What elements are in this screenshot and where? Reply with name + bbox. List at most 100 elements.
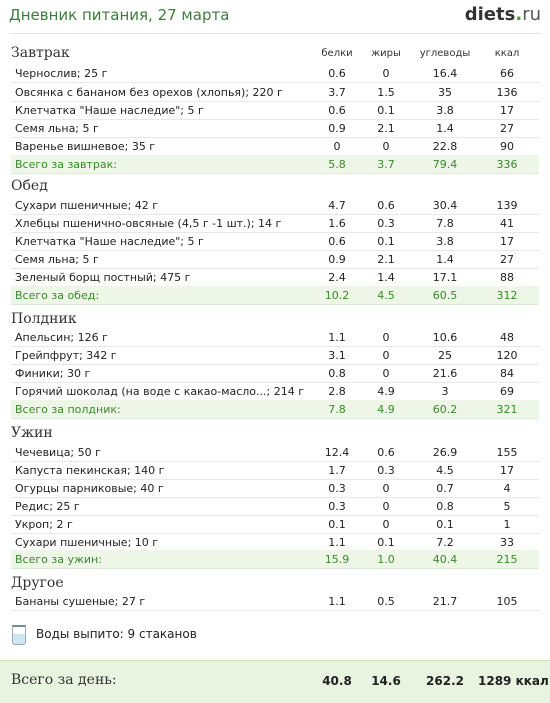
food-name: Чернослив; 25 г: [15, 67, 108, 80]
kcal-total: 336: [496, 158, 518, 171]
fat-total: 1.0: [377, 553, 395, 566]
protein-value: 0.8: [328, 367, 346, 380]
fat-total: 4.5: [377, 289, 395, 302]
fat-value: 0: [382, 349, 390, 362]
carbs-total: 79.4: [432, 158, 458, 171]
fat-value: 1.4: [377, 271, 395, 284]
kcal-value: 136: [496, 86, 518, 99]
table-row: Чернослив; 25 г 0.6 0 16.4 66: [11, 64, 539, 83]
column-header-fat: жиры: [371, 48, 401, 59]
fat-value: 0.3: [377, 217, 395, 230]
carbs-value: 35: [438, 86, 452, 99]
protein-value: 12.4: [324, 446, 350, 459]
fat-total: 4.9: [377, 403, 395, 416]
table-row: Апельсин; 126 г 1.1 0 10.6 48: [11, 328, 539, 347]
food-name: Бананы сушеные; 27 г: [15, 595, 146, 608]
kcal-value: 120: [496, 349, 518, 362]
table-row: Варенье вишневое; 35 г 0 0 22.8 90: [11, 137, 539, 156]
column-header-kcal: ккал: [494, 48, 520, 59]
carbs-value: 3.8: [436, 235, 454, 248]
carbs-value: 0.7: [436, 482, 454, 495]
table-row: Укроп; 2 г 0.1 0 0.1 1: [11, 515, 539, 534]
table-row: Клетчатка "Наше наследие"; 5 г 0.6 0.1 3.8 1…: [11, 101, 539, 120]
day-total-protein: 40.8: [322, 674, 352, 688]
fat-value: 0.1: [377, 104, 395, 117]
protein-value: 1.1: [328, 595, 346, 608]
table-row: Хлебцы пшенично-овсяные (4,5 г -1 шт.); …: [11, 214, 539, 233]
kcal-value: 66: [500, 67, 514, 80]
carbs-total: 60.2: [432, 403, 458, 416]
total-label: Всего за ужин:: [15, 553, 102, 566]
carbs-value: 1.4: [436, 122, 454, 135]
logo-tld: ru: [522, 4, 541, 25]
fat-value: 0: [382, 331, 390, 344]
fat-value: 0: [382, 140, 390, 153]
kcal-value: 27: [500, 253, 514, 266]
table-row: Редис; 25 г 0.3 0 0.8 5: [11, 497, 539, 516]
protein-value: 1.1: [328, 536, 346, 549]
kcal-value: 90: [500, 140, 514, 153]
fat-value: 0.5: [377, 595, 395, 608]
food-name: Апельсин; 126 г: [15, 331, 108, 344]
table-row: Клетчатка "Наше наследие"; 5 г 0.6 0.1 3.8 1…: [11, 232, 539, 251]
food-name: Зеленый борщ постный; 475 г: [15, 271, 191, 284]
day-total-fat: 14.6: [371, 674, 401, 688]
protein-value: 0.9: [328, 122, 346, 135]
kcal-total: 321: [496, 403, 518, 416]
day-total-kcal: 1289 ккал: [478, 674, 549, 688]
page-title: Дневник питания, 27 марта: [9, 6, 230, 24]
food-name: Огурцы парниковые; 40 г: [15, 482, 164, 495]
protein-value: 1.7: [328, 464, 346, 477]
protein-value: 0.3: [328, 482, 346, 495]
table-row: Семя льна; 5 г 0.9 2.1 1.4 27: [11, 119, 539, 138]
table-row: Капуста пекинская; 140 г 1.7 0.3 4.5 17: [11, 461, 539, 480]
food-name: Семя льна; 5 г: [15, 122, 99, 135]
table-row: Сухари пшеничные; 42 г 4.7 0.6 30.4 139: [11, 196, 539, 215]
kcal-value: 139: [496, 199, 518, 212]
day-total-carbs: 262.2: [426, 674, 464, 688]
protein-value: 2.8: [328, 385, 346, 398]
table-row: Чечевица; 50 г 12.4 0.6 26.9 155: [11, 443, 539, 462]
site-logo[interactable]: diets.ru: [465, 4, 541, 25]
table-row: Зеленый борщ постный; 475 г 2.4 1.4 17.1 88: [11, 268, 539, 287]
carbs-value: 21.7: [432, 595, 458, 608]
logo-dot: .: [515, 4, 523, 25]
total-label: Всего за завтрак:: [15, 158, 118, 171]
protein-value: 1.1: [328, 331, 346, 344]
table-row: Горячий шоколад (на воде с какао-масло..…: [11, 382, 539, 401]
kcal-value: 17: [500, 235, 514, 248]
day-total-bar: Всего за день: 40.8 14.6 262.2 1289 ккал: [0, 660, 550, 703]
kcal-value: 27: [500, 122, 514, 135]
table-row: Семя льна; 5 г 0.9 2.1 1.4 27: [11, 250, 539, 269]
carbs-value: 17.1: [432, 271, 458, 284]
food-name: Клетчатка "Наше наследие"; 5 г: [15, 235, 204, 248]
carbs-value: 3.8: [436, 104, 454, 117]
meal-title-other: Другое: [11, 575, 64, 591]
total-label: Всего за полдник:: [15, 403, 121, 416]
protein-value: 0.6: [328, 235, 346, 248]
fat-value: 0.6: [377, 446, 395, 459]
kcal-value: 69: [500, 385, 514, 398]
fat-value: 0.1: [377, 536, 395, 549]
protein-value: 0.6: [328, 104, 346, 117]
carbs-value: 21.6: [432, 367, 458, 380]
glass-icon: [12, 625, 26, 645]
kcal-value: 4: [503, 482, 511, 495]
table-row: Овсянка с бананом без орехов (хлопья); 2…: [11, 83, 539, 102]
kcal-value: 105: [496, 595, 518, 608]
fat-value: 2.1: [377, 253, 395, 266]
carbs-value: 22.8: [432, 140, 458, 153]
carbs-value: 1.4: [436, 253, 454, 266]
food-name: Укроп; 2 г: [15, 518, 73, 531]
carbs-value: 4.5: [436, 464, 454, 477]
protein-total: 10.2: [324, 289, 350, 302]
protein-total: 5.8: [328, 158, 346, 171]
meal-total-row: Всего за завтрак: 5.8 3.7 79.4 336: [11, 155, 539, 174]
food-name: Овсянка с бананом без орехов (хлопья); 2…: [15, 86, 283, 99]
protein-value: 0.3: [328, 500, 346, 513]
protein-total: 15.9: [324, 553, 350, 566]
meal-total-row: Всего за ужин: 15.9 1.0 40.4 215: [11, 550, 539, 569]
protein-value: 0.9: [328, 253, 346, 266]
carbs-total: 40.4: [432, 553, 458, 566]
